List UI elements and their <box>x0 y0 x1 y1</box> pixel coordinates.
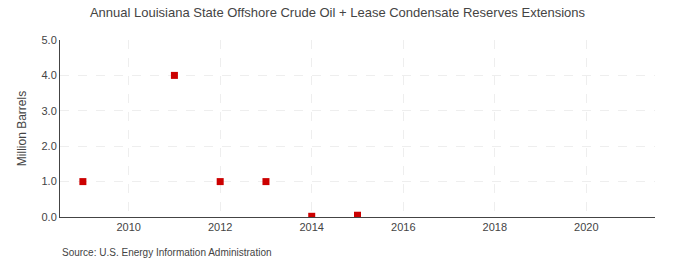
svg-text:0.0: 0.0 <box>42 211 57 223</box>
svg-text:Million Barrels: Million Barrels <box>15 91 29 166</box>
svg-text:1.0: 1.0 <box>42 175 57 187</box>
svg-text:2018: 2018 <box>483 221 507 233</box>
svg-text:4.0: 4.0 <box>42 69 57 81</box>
svg-text:2010: 2010 <box>116 221 140 233</box>
svg-text:2016: 2016 <box>391 221 415 233</box>
svg-text:2012: 2012 <box>208 221 232 233</box>
svg-text:Source: U.S. Energy Informatio: Source: U.S. Energy Information Administ… <box>62 247 272 258</box>
svg-text:Annual Louisiana State Offshor: Annual Louisiana State Offshore Crude Oi… <box>90 5 586 20</box>
svg-text:2.0: 2.0 <box>42 140 57 152</box>
svg-text:3.0: 3.0 <box>42 105 57 117</box>
svg-text:5.0: 5.0 <box>42 34 57 46</box>
svg-text:2020: 2020 <box>574 221 598 233</box>
svg-text:2014: 2014 <box>299 221 323 233</box>
